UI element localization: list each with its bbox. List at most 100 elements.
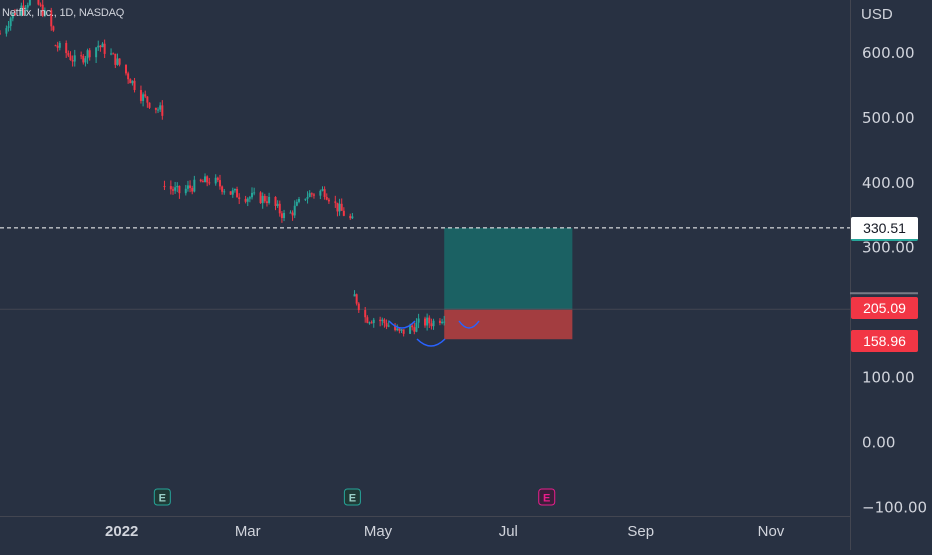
- candle-body: [43, 10, 46, 16]
- candle-body: [193, 179, 196, 192]
- x-tick-label: Jul: [499, 523, 518, 540]
- candle-body: [370, 322, 373, 324]
- candle-body: [22, 5, 25, 10]
- candle-body: [223, 191, 226, 193]
- candle-body: [5, 28, 8, 34]
- candle-body: [248, 197, 251, 199]
- y-tick-label: 0.00: [862, 433, 895, 451]
- candle-body: [103, 43, 106, 54]
- candle-body: [26, 5, 29, 8]
- candle-body: [372, 319, 375, 324]
- candle-body: [274, 196, 277, 206]
- candle-body: [246, 198, 249, 202]
- candle-body: [268, 196, 271, 203]
- candle-body: [306, 196, 309, 199]
- candle-body: [342, 210, 345, 216]
- earnings-marker-label: E: [349, 493, 356, 505]
- candle-body: [39, 4, 42, 6]
- earnings-marker[interactable]: [153, 488, 171, 506]
- candle-body: [233, 188, 236, 191]
- candle-body: [438, 320, 441, 323]
- candle-body: [174, 187, 177, 191]
- earnings-marker-label: E: [543, 493, 550, 505]
- earnings-marker[interactable]: [538, 488, 556, 506]
- candle-body: [263, 195, 266, 202]
- candle-body: [142, 94, 145, 101]
- candle-body: [9, 18, 12, 27]
- candle-body: [409, 325, 412, 334]
- candle-body: [7, 26, 10, 29]
- candle-body: [327, 199, 330, 202]
- candle-body: [428, 317, 431, 324]
- candle-body: [366, 317, 369, 323]
- x-tick-label: May: [364, 523, 393, 540]
- candle-body: [218, 180, 221, 187]
- profit-zone[interactable]: [444, 227, 573, 310]
- candle-body: [278, 203, 281, 214]
- candle-body: [353, 294, 356, 297]
- candle-body: [430, 323, 433, 327]
- candle-body: [37, 0, 40, 5]
- candle-body: [238, 197, 241, 200]
- candle-body: [50, 10, 53, 27]
- candle-body: [364, 310, 367, 318]
- candle-body: [261, 195, 264, 204]
- current-price-tag: 330.51: [851, 217, 918, 241]
- candle-body: [291, 212, 294, 216]
- candle-body: [387, 325, 390, 327]
- candle-body: [231, 190, 234, 195]
- candle-body: [54, 45, 57, 47]
- candle-body: [71, 59, 74, 62]
- candle-body: [41, 4, 44, 16]
- x-tick-label: Nov: [758, 523, 785, 540]
- candle-body: [199, 179, 202, 182]
- candle-body: [82, 55, 85, 63]
- candle-body: [251, 192, 254, 198]
- candle-body: [97, 45, 100, 48]
- candle-body: [159, 105, 162, 110]
- candle-body: [56, 45, 59, 48]
- candle-body: [351, 216, 354, 219]
- candle-body: [208, 182, 211, 184]
- candle-body: [280, 213, 283, 219]
- candle-body: [368, 322, 371, 324]
- candle-body: [67, 53, 70, 56]
- candle-body: [321, 189, 324, 191]
- candle-body: [253, 192, 256, 194]
- earnings-marker[interactable]: [343, 488, 361, 506]
- candle-body: [148, 102, 151, 108]
- candle-body: [204, 176, 207, 183]
- candle-body: [139, 90, 142, 101]
- candle-body: [349, 215, 352, 219]
- candle-body: [28, 0, 31, 6]
- candle-body: [310, 193, 313, 195]
- candle-body: [84, 58, 87, 63]
- candle-body: [396, 328, 399, 331]
- candle-body: [52, 26, 55, 31]
- x-tick-label: Mar: [235, 523, 261, 540]
- candle-body: [276, 203, 279, 206]
- candle-body: [58, 43, 61, 48]
- loss-zone[interactable]: [444, 309, 573, 340]
- candle-body: [11, 12, 14, 19]
- candle-body: [69, 55, 72, 60]
- candle-body: [13, 12, 16, 16]
- candle-body: [112, 53, 115, 55]
- candle-body: [73, 55, 76, 62]
- candle-body: [293, 205, 296, 216]
- candle-body: [176, 185, 179, 188]
- stop-price-tag: 158.96: [851, 330, 918, 352]
- candle-body: [340, 203, 343, 211]
- candle-body: [144, 94, 147, 97]
- candle-body: [80, 55, 83, 57]
- candle-body: [189, 185, 192, 188]
- candle-body: [163, 186, 166, 188]
- candle-body: [133, 80, 136, 91]
- candle-body: [325, 196, 328, 200]
- candle-body: [383, 319, 386, 324]
- candle-body: [125, 64, 128, 74]
- candle-body: [379, 319, 382, 322]
- candle-body: [86, 50, 89, 59]
